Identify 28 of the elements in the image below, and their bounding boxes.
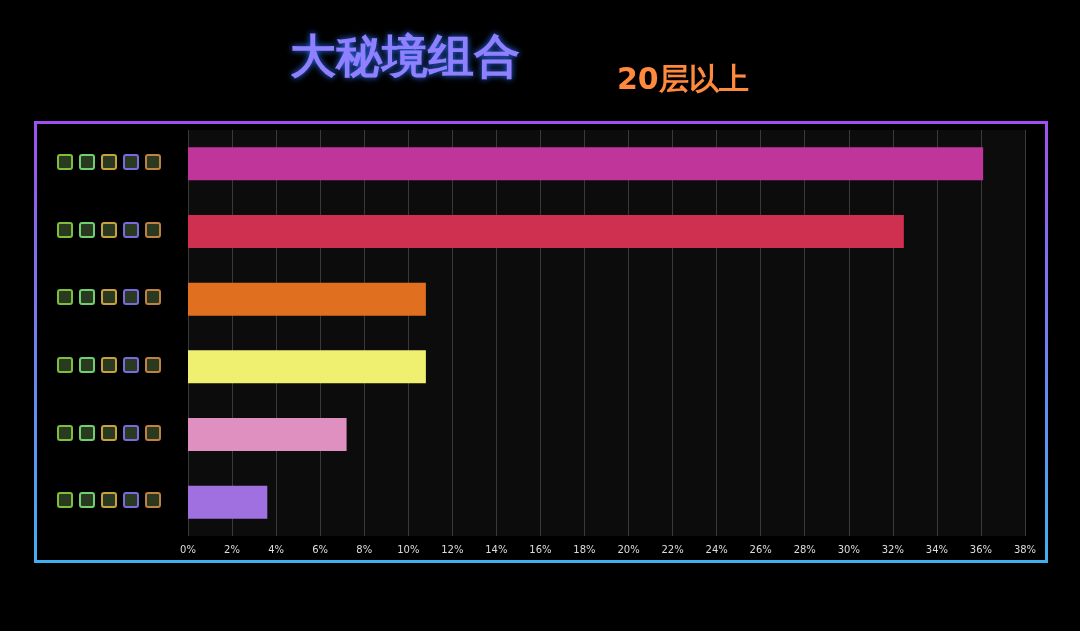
x-tick-label: 10%: [397, 543, 420, 555]
x-tick-label: 20%: [617, 543, 640, 555]
x-tick-label: 6%: [312, 543, 329, 555]
x-tick-label: 4%: [268, 543, 285, 555]
x-tick-label: 30%: [837, 543, 860, 555]
x-tick-label: 36%: [969, 543, 993, 555]
x-tick-label: 12%: [441, 543, 464, 555]
x-tick-label: 14%: [485, 543, 508, 555]
bar: [188, 147, 984, 181]
bar: [188, 485, 268, 519]
x-tick-label: 8%: [356, 543, 373, 555]
x-tick-label: 26%: [749, 543, 772, 555]
chart-subtitle: 20层以上: [617, 60, 749, 96]
x-tick-label: 34%: [925, 543, 949, 555]
x-tick-label: 24%: [705, 543, 728, 555]
x-tick-label: 16%: [529, 543, 552, 555]
x-tick-label: 38%: [1013, 543, 1037, 555]
bar: [188, 350, 426, 384]
bar: [188, 215, 904, 248]
x-tick-label: 28%: [793, 543, 816, 555]
x-tick-label: 32%: [881, 543, 904, 555]
bar: [188, 282, 426, 316]
chart-title: 大秘境组合: [290, 29, 520, 83]
x-tick-label: 2%: [224, 543, 240, 555]
x-tick-label: 0%: [180, 543, 196, 555]
x-tick-label: 22%: [661, 543, 684, 555]
x-tick-label: 18%: [573, 543, 596, 555]
bar: [188, 418, 347, 451]
